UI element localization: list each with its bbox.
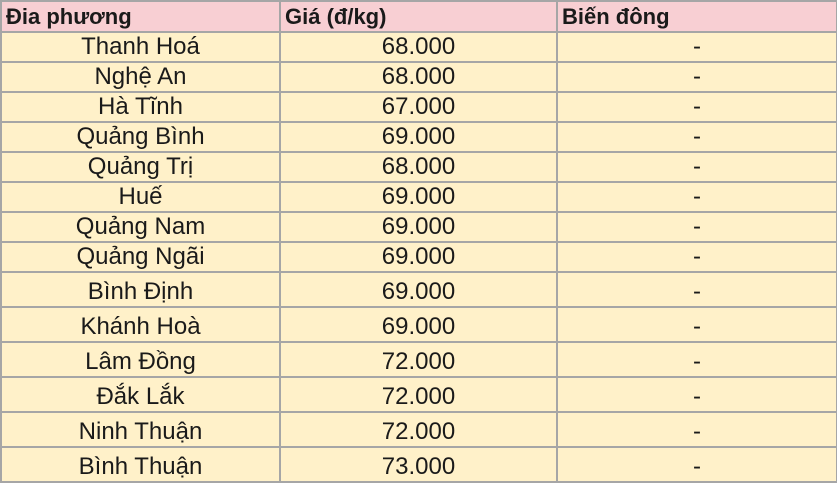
column-header: Đia phương: [0, 0, 281, 33]
table-cell: 69.000: [279, 211, 558, 243]
table-cell: 72.000: [279, 411, 558, 448]
table-row: Huế 69.000-: [0, 181, 837, 213]
table-cell: -: [556, 151, 837, 183]
table-body: Thanh Hoá 68.000- Nghệ An 68.000- Hà Tĩnh 67.…: [0, 31, 837, 483]
table-cell: -: [556, 181, 837, 213]
table-cell: Bình Định: [0, 271, 281, 308]
table-row: Thanh Hoá 68.000-: [0, 31, 837, 63]
table-cell: 73.000: [279, 446, 558, 483]
header-row: Đia phương Giá (đ/kg) Biến đông: [0, 0, 837, 33]
table-cell: 68.000: [279, 31, 558, 63]
table-row: Bình Thuận 73.000-: [0, 446, 837, 483]
table-cell: -: [556, 341, 837, 378]
table-row: Quảng Bình 69.000-: [0, 121, 837, 153]
price-table: Đia phương Giá (đ/kg) Biến đông Thanh Hoá 6…: [0, 0, 837, 483]
table-cell: -: [556, 211, 837, 243]
table-header: Đia phương Giá (đ/kg) Biến đông: [0, 0, 837, 33]
table-cell: Quảng Nam: [0, 211, 281, 243]
table-cell: -: [556, 121, 837, 153]
table-cell: 67.000: [279, 91, 558, 123]
table-row: Ninh Thuận 72.000-: [0, 411, 837, 448]
table-row: Nghệ An 68.000-: [0, 61, 837, 93]
table-cell: Huế: [0, 181, 281, 213]
table-row: Bình Định 69.000-: [0, 271, 837, 308]
table-cell: -: [556, 306, 837, 343]
table-cell: Hà Tĩnh: [0, 91, 281, 123]
table-row: Quảng Trị 68.000-: [0, 151, 837, 183]
table-cell: -: [556, 411, 837, 448]
table-cell: Khánh Hoà: [0, 306, 281, 343]
table-cell: 72.000: [279, 376, 558, 413]
table-cell: Quảng Bình: [0, 121, 281, 153]
table-cell: Đắk Lắk: [0, 376, 281, 413]
table-row: Lâm Đồng 72.000-: [0, 341, 837, 378]
table-cell: Bình Thuận: [0, 446, 281, 483]
table-row: Khánh Hoà 69.000-: [0, 306, 837, 343]
table-cell: Quảng Ngãi: [0, 241, 281, 273]
table-cell: 72.000: [279, 341, 558, 378]
table-cell: -: [556, 271, 837, 308]
table-cell: -: [556, 61, 837, 93]
table-cell: -: [556, 446, 837, 483]
table-cell: Lâm Đồng: [0, 341, 281, 378]
table-cell: 68.000: [279, 61, 558, 93]
table-cell: -: [556, 91, 837, 123]
table-cell: 69.000: [279, 306, 558, 343]
column-header: Biến đông: [556, 0, 837, 33]
table-cell: Thanh Hoá: [0, 31, 281, 63]
table-cell: -: [556, 376, 837, 413]
table-row: Hà Tĩnh 67.000-: [0, 91, 837, 123]
table-row: Quảng Ngãi 69.000-: [0, 241, 837, 273]
table-cell: Nghệ An: [0, 61, 281, 93]
table-cell: 69.000: [279, 241, 558, 273]
table-cell: -: [556, 31, 837, 63]
table-cell: 69.000: [279, 121, 558, 153]
table-cell: 69.000: [279, 181, 558, 213]
table-row: Quảng Nam 69.000-: [0, 211, 837, 243]
table-cell: 68.000: [279, 151, 558, 183]
table-cell: Quảng Trị: [0, 151, 281, 183]
table-row: Đắk Lắk 72.000-: [0, 376, 837, 413]
column-header: Giá (đ/kg): [279, 0, 558, 33]
table-cell: 69.000: [279, 271, 558, 308]
table-cell: -: [556, 241, 837, 273]
table-cell: Ninh Thuận: [0, 411, 281, 448]
